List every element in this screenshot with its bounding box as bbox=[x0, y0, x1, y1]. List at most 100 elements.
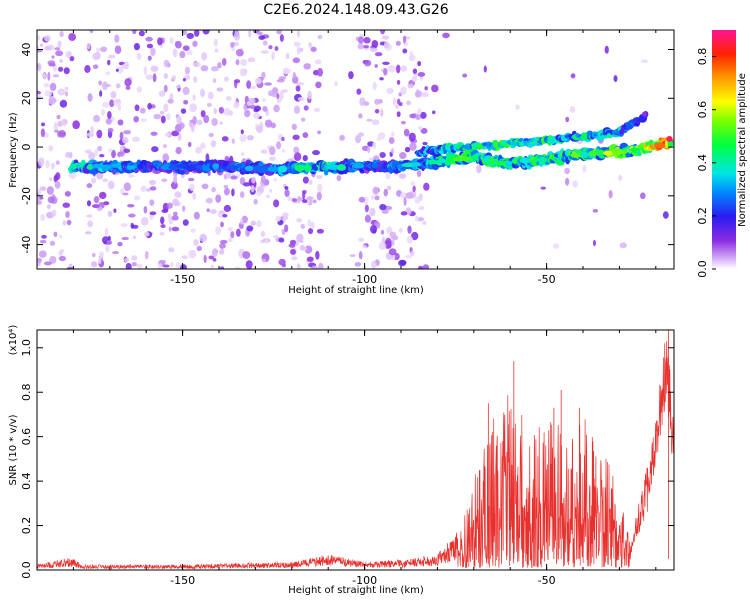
spectrogram-noise-blob bbox=[153, 113, 162, 120]
spectrogram-noise-blob bbox=[248, 97, 256, 105]
spectrogram-noise-blob bbox=[230, 42, 235, 48]
spectrogram-ridge-core bbox=[184, 164, 197, 171]
spectrogram-noise-blob bbox=[146, 43, 154, 49]
spectrogram-noise-blob bbox=[163, 59, 170, 68]
spectrogram-noise-blob bbox=[209, 209, 217, 214]
spectrogram-noise-blob bbox=[296, 30, 301, 38]
spectrogram-noise-blob bbox=[171, 181, 178, 190]
spectrogram-noise-blob bbox=[168, 247, 175, 253]
spectrogram-noise-blob bbox=[68, 33, 77, 42]
spectrogram-noise-blob bbox=[288, 243, 296, 248]
spectrogram-noise-blob bbox=[210, 140, 217, 148]
spectrogram-ridge-core bbox=[588, 150, 597, 156]
spectrogram-noise-blob bbox=[301, 199, 308, 204]
spectrogram-noise-blob bbox=[138, 30, 145, 37]
spectrogram-noise-blob bbox=[215, 226, 222, 235]
spectrogram-ridge-core bbox=[611, 148, 624, 156]
spectrogram-noise-blob bbox=[269, 156, 276, 162]
spectrogram-noise-blob bbox=[565, 116, 570, 123]
spectrogram-ridge-core bbox=[428, 160, 439, 165]
spectrogram-noise-blob bbox=[291, 198, 298, 203]
spectrogram-noise-blob bbox=[640, 59, 648, 64]
spectrogram-noise-blob bbox=[37, 257, 42, 264]
spectrogram-ridge-core bbox=[195, 164, 203, 169]
spectrogram-noise-blob bbox=[47, 196, 55, 204]
spectrogram-noise-blob bbox=[235, 228, 241, 237]
spectrogram-noise-blob bbox=[93, 114, 101, 123]
spectrogram-noise-blob bbox=[414, 196, 421, 204]
spectrogram-noise-blob bbox=[223, 204, 232, 213]
spectrogram-ridge-core bbox=[412, 162, 422, 167]
spectrogram-noise-blob bbox=[276, 30, 282, 35]
spectrogram-noise-blob bbox=[46, 204, 51, 210]
spectrogram-noise-blob bbox=[192, 116, 197, 125]
spectrogram-noise-blob bbox=[107, 111, 112, 119]
spectrogram-noise-blob bbox=[105, 71, 111, 76]
spectrogram-noise-blob bbox=[372, 186, 379, 196]
spectrogram-noise-blob bbox=[403, 197, 407, 206]
spectrogram-noise-blob bbox=[89, 30, 94, 34]
spectrogram-noise-blob bbox=[300, 223, 306, 229]
spectrogram-noise-blob bbox=[476, 164, 482, 174]
spectrogram-noise-blob bbox=[219, 239, 228, 244]
spectrogram-noise-blob bbox=[308, 42, 312, 48]
spectrogram-noise-blob bbox=[39, 43, 44, 47]
spectrogram-noise-blob bbox=[358, 251, 363, 260]
spectrogram-noise-blob bbox=[348, 71, 354, 80]
spectrogram-noise-blob bbox=[208, 132, 214, 138]
snr-marks bbox=[37, 330, 674, 570]
spectrogram-noise-blob bbox=[231, 138, 235, 144]
spectrogram-noise-blob bbox=[315, 81, 322, 89]
spectrogram-noise-blob bbox=[64, 91, 69, 97]
spectrogram-noise-blob bbox=[101, 108, 106, 116]
spectrogram-noise-blob bbox=[364, 59, 372, 67]
spectrogram-noise-blob bbox=[178, 122, 185, 130]
spectrogram-noise-blob bbox=[219, 121, 223, 125]
spectrogram-noise-blob bbox=[123, 148, 131, 154]
spectrogram-noise-blob bbox=[293, 146, 300, 154]
spectrogram-noise-blob bbox=[299, 47, 304, 52]
spectrogram-noise-blob bbox=[161, 208, 169, 213]
spectrogram-noise-blob bbox=[381, 209, 389, 214]
spectrogram-noise-blob bbox=[383, 188, 388, 197]
spectrogram-noise-blob bbox=[162, 264, 170, 268]
spectrogram-noise-blob bbox=[296, 82, 305, 86]
spectrogram-noise-blob bbox=[106, 240, 113, 246]
spectrogram-noise-blob bbox=[179, 51, 186, 59]
spectrogram-noise-blob bbox=[37, 188, 42, 196]
spectrogram-noise-blob bbox=[317, 183, 323, 193]
spectrogram-noise-blob bbox=[260, 230, 266, 238]
spectrogram-noise-blob bbox=[133, 195, 141, 201]
spectrogram-noise-blob bbox=[223, 184, 229, 189]
spectrogram-noise-blob bbox=[264, 82, 272, 86]
spectrogram-noise-blob bbox=[211, 117, 218, 127]
spectrogram-noise-blob bbox=[240, 129, 244, 135]
spectrogram-noise-blob bbox=[284, 189, 290, 198]
spectrogram-noise-blob bbox=[195, 146, 202, 154]
spectrogram-noise-blob bbox=[417, 217, 425, 222]
colorbar-tick-label: 0.4 bbox=[696, 154, 709, 172]
spectrogram-noise-blob bbox=[132, 235, 137, 240]
spectrogram-noise-blob bbox=[53, 122, 58, 131]
spectrogram-noise-blob bbox=[216, 87, 224, 92]
spectrogram-noise-blob bbox=[317, 67, 324, 77]
spectrogram-noise-blob bbox=[364, 204, 369, 213]
spectrogram-ridge-core bbox=[437, 157, 446, 164]
spectrogram-noise-blob bbox=[107, 59, 111, 66]
spectrogram-noise-blob bbox=[572, 180, 578, 188]
spectrogram-noise-blob bbox=[134, 104, 140, 112]
spectrogram-noise-blob bbox=[358, 196, 366, 203]
spectrogram-noise-blob bbox=[372, 81, 377, 91]
spectrogram-noise-blob bbox=[150, 47, 156, 56]
spectrogram-noise-blob bbox=[111, 149, 116, 159]
spectrogram-noise-blob bbox=[268, 90, 274, 97]
snr-x-ticks: -150 -100 -50 bbox=[36, 330, 657, 587]
spectrogram-noise-blob bbox=[314, 59, 322, 65]
spectrogram-noise-blob bbox=[222, 214, 228, 218]
spectrogram-ridge-core bbox=[653, 142, 666, 149]
spectrogram-noise-blob bbox=[177, 132, 182, 141]
spectrogram-noise-blob bbox=[261, 71, 266, 79]
spectrogram-ridge-core bbox=[87, 163, 94, 171]
spectrogram-noise-blob bbox=[284, 186, 289, 190]
spectrogram-noise-blob bbox=[168, 226, 172, 232]
